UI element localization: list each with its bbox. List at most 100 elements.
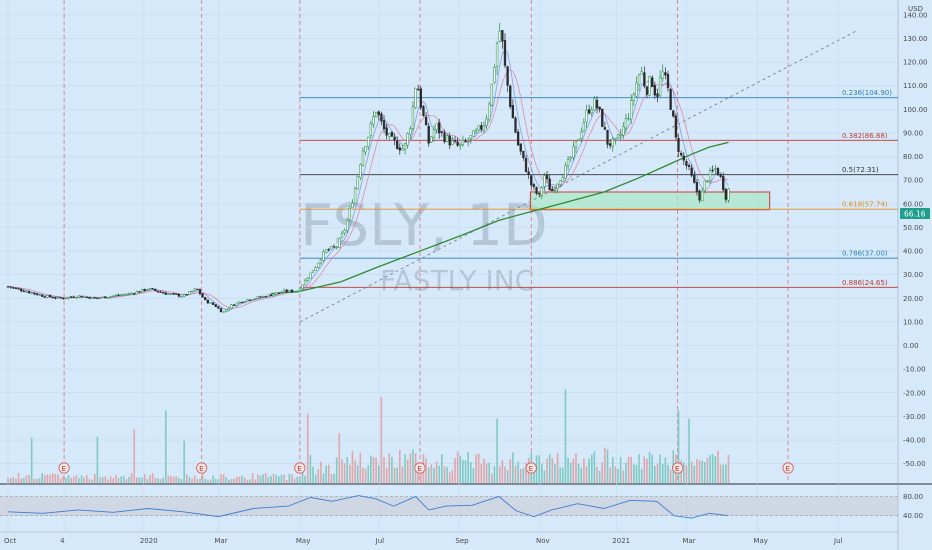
candle-body[interactable] (553, 189, 557, 192)
candle-body[interactable] (456, 141, 459, 146)
candle-body[interactable] (251, 299, 254, 301)
candle-body[interactable] (19, 288, 23, 292)
candle-body[interactable] (685, 161, 688, 166)
candle-body[interactable] (317, 262, 320, 268)
candle-body[interactable] (430, 136, 433, 143)
candle-body[interactable] (148, 288, 152, 291)
candle-body[interactable] (198, 289, 202, 295)
earnings-marker[interactable]: E (525, 462, 537, 474)
candle-body[interactable] (598, 106, 601, 110)
candle-body[interactable] (559, 180, 562, 186)
candle-body[interactable] (380, 113, 383, 122)
candle-body[interactable] (275, 292, 278, 295)
candle-body[interactable] (272, 294, 275, 297)
candle-body[interactable] (703, 180, 706, 191)
candle-body[interactable] (185, 294, 188, 296)
candle-body[interactable] (601, 108, 604, 127)
candle-body[interactable] (595, 99, 599, 109)
candle-body[interactable] (506, 66, 509, 86)
candle-body[interactable] (695, 182, 699, 192)
candle-body[interactable] (530, 175, 533, 186)
candle-body[interactable] (719, 173, 722, 177)
candle-body[interactable] (603, 127, 607, 130)
candle-body[interactable] (645, 86, 649, 95)
candle-body[interactable] (582, 122, 586, 132)
candle-body[interactable] (267, 294, 270, 298)
candle-body[interactable] (51, 296, 54, 299)
candle-body[interactable] (227, 307, 231, 311)
candle-body[interactable] (640, 71, 643, 75)
candle-body[interactable] (635, 82, 638, 97)
earnings-marker[interactable]: E (672, 462, 684, 474)
candle-body[interactable] (538, 193, 541, 195)
candle-body[interactable] (48, 294, 52, 298)
candle-body[interactable] (390, 132, 394, 137)
candle-body[interactable] (298, 288, 302, 292)
candle-body[interactable] (417, 88, 420, 91)
candle-body[interactable] (556, 183, 559, 190)
earnings-circle[interactable] (525, 462, 537, 474)
candle-body[interactable] (648, 76, 651, 96)
candle-body[interactable] (714, 168, 717, 170)
candle-body[interactable] (138, 291, 141, 293)
candle-body[interactable] (188, 291, 191, 295)
candle-body[interactable] (64, 297, 67, 300)
candle-body[interactable] (435, 123, 438, 130)
candle-body[interactable] (448, 135, 451, 146)
candle-body[interactable] (472, 130, 475, 137)
candle-body[interactable] (627, 117, 630, 120)
candle-body[interactable] (322, 251, 325, 261)
candle-body[interactable] (535, 187, 538, 194)
candle-body[interactable] (624, 118, 628, 129)
candle-body[interactable] (314, 267, 317, 271)
candle-body[interactable] (724, 188, 728, 200)
candle-body[interactable] (209, 302, 212, 304)
candle-body[interactable] (172, 293, 175, 295)
rsi-line[interactable] (7, 495, 729, 519)
candle-body[interactable] (254, 298, 257, 300)
candle-body[interactable] (661, 71, 664, 79)
candle-body[interactable] (493, 67, 496, 83)
candle-body[interactable] (206, 299, 209, 304)
candle-body[interactable] (80, 295, 83, 298)
candle-body[interactable] (480, 125, 483, 130)
candle-body[interactable] (514, 117, 517, 133)
candle-body[interactable] (519, 143, 522, 152)
candle-body[interactable] (427, 125, 430, 144)
candle-body[interactable] (346, 220, 349, 231)
candle-body[interactable] (238, 301, 241, 304)
candle-body[interactable] (580, 131, 583, 139)
ma-slow-line[interactable] (7, 69, 729, 309)
candle-body[interactable] (285, 289, 288, 293)
earnings-marker[interactable]: E (294, 462, 306, 474)
candle-body[interactable] (587, 109, 591, 114)
candle-body[interactable] (377, 111, 380, 116)
candle-body[interactable] (551, 188, 554, 192)
candle-body[interactable] (340, 232, 344, 238)
candle-body[interactable] (440, 131, 444, 133)
candle-body[interactable] (12, 287, 15, 289)
candle-body[interactable] (564, 165, 567, 179)
candle-body[interactable] (348, 208, 351, 221)
candle-body[interactable] (701, 190, 704, 202)
candle-body[interactable] (690, 167, 693, 176)
candle-body[interactable] (569, 156, 572, 159)
candle-body[interactable] (438, 122, 441, 134)
candle-body[interactable] (169, 293, 173, 295)
candle-body[interactable] (367, 136, 370, 147)
candle-body[interactable] (577, 138, 580, 141)
candle-body[interactable] (614, 138, 617, 140)
candle-body[interactable] (637, 74, 641, 86)
candle-body[interactable] (211, 302, 215, 305)
candle-body[interactable] (9, 286, 12, 288)
candle-body[interactable] (69, 296, 73, 298)
candle-body[interactable] (196, 288, 199, 291)
candle-body[interactable] (411, 106, 415, 129)
candle-body[interactable] (445, 135, 449, 142)
candle-body[interactable] (643, 72, 646, 87)
candle-body[interactable] (59, 297, 62, 299)
earnings-marker[interactable]: E (196, 462, 208, 474)
candle-body[interactable] (351, 202, 354, 209)
candle-body[interactable] (38, 294, 41, 296)
trend-line[interactable] (299, 30, 856, 323)
